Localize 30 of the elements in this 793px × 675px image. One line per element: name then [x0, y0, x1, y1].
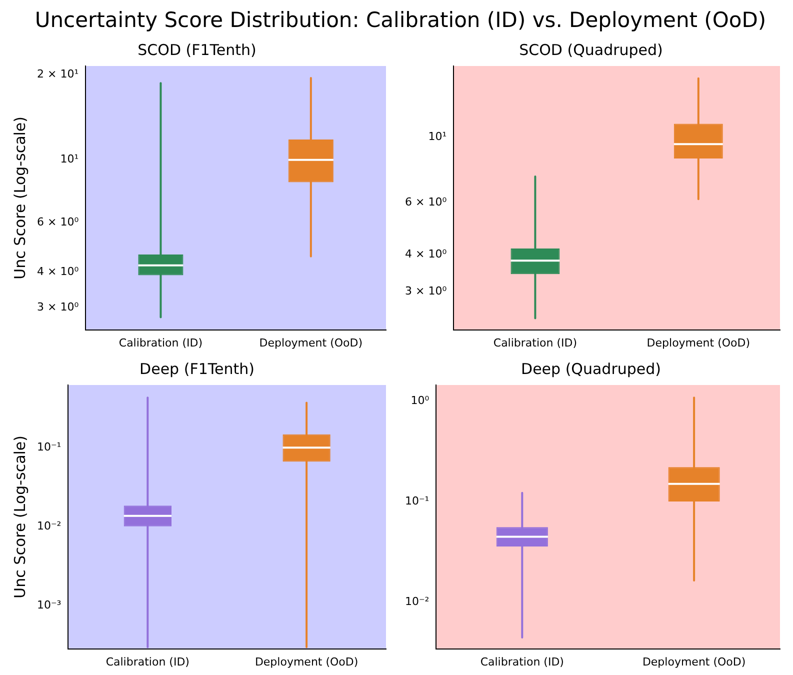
y-tick-label: 10⁻³	[36, 598, 62, 612]
x-tick-label: Deployment (OoD)	[259, 336, 363, 350]
y-tick-label: 3 × 10⁰	[36, 300, 80, 314]
y-tick-label: 4 × 10⁰	[36, 265, 80, 278]
y-tick-label: 2 × 10¹	[36, 68, 79, 81]
y-tick-label: 6 × 10⁰	[404, 196, 448, 209]
x-tick-label: Deployment (OoD)	[642, 655, 746, 668]
y-tick-label: 10¹	[60, 152, 79, 166]
x-tick-label: Deployment (OoD)	[646, 336, 750, 350]
x-tick-label: Calibration (ID)	[493, 336, 578, 350]
y-tick-label: 10⁰	[410, 394, 430, 407]
y-tick-label: 10¹	[428, 130, 447, 143]
x-tick-label: Deployment (OoD)	[254, 655, 358, 668]
x-tick-label: Calibration (ID)	[106, 655, 190, 668]
y-tick-label: 10⁻²	[36, 520, 62, 533]
y-tick-label: 10⁻¹	[36, 440, 62, 454]
y-tick-label: 3 × 10⁰	[404, 284, 448, 298]
chart-title: SCOD (Quadruped)	[519, 40, 663, 59]
y-tick-label: 4 × 10⁰	[404, 248, 448, 261]
chart-title: Deep (Quadruped)	[521, 360, 661, 378]
y-axis-title: Unc Score (Log-scale)	[10, 116, 29, 280]
y-tick-label: 10⁻²	[404, 595, 430, 608]
y-tick-label: 6 × 10⁰	[36, 215, 80, 228]
chart-title: SCOD (F1Tenth)	[138, 40, 256, 59]
x-tick-label: Calibration (ID)	[118, 336, 203, 350]
x-tick-label: Calibration (ID)	[480, 655, 564, 668]
chart-title: Deep (F1Tenth)	[140, 360, 254, 378]
y-axis-title: Unc Score (Log-scale)	[10, 435, 29, 598]
text: Uncertainty Score Distribution: Calibration (ID) vs. Deployment (OoD)	[34, 8, 768, 34]
y-tick-label: 10⁻¹	[404, 494, 430, 508]
